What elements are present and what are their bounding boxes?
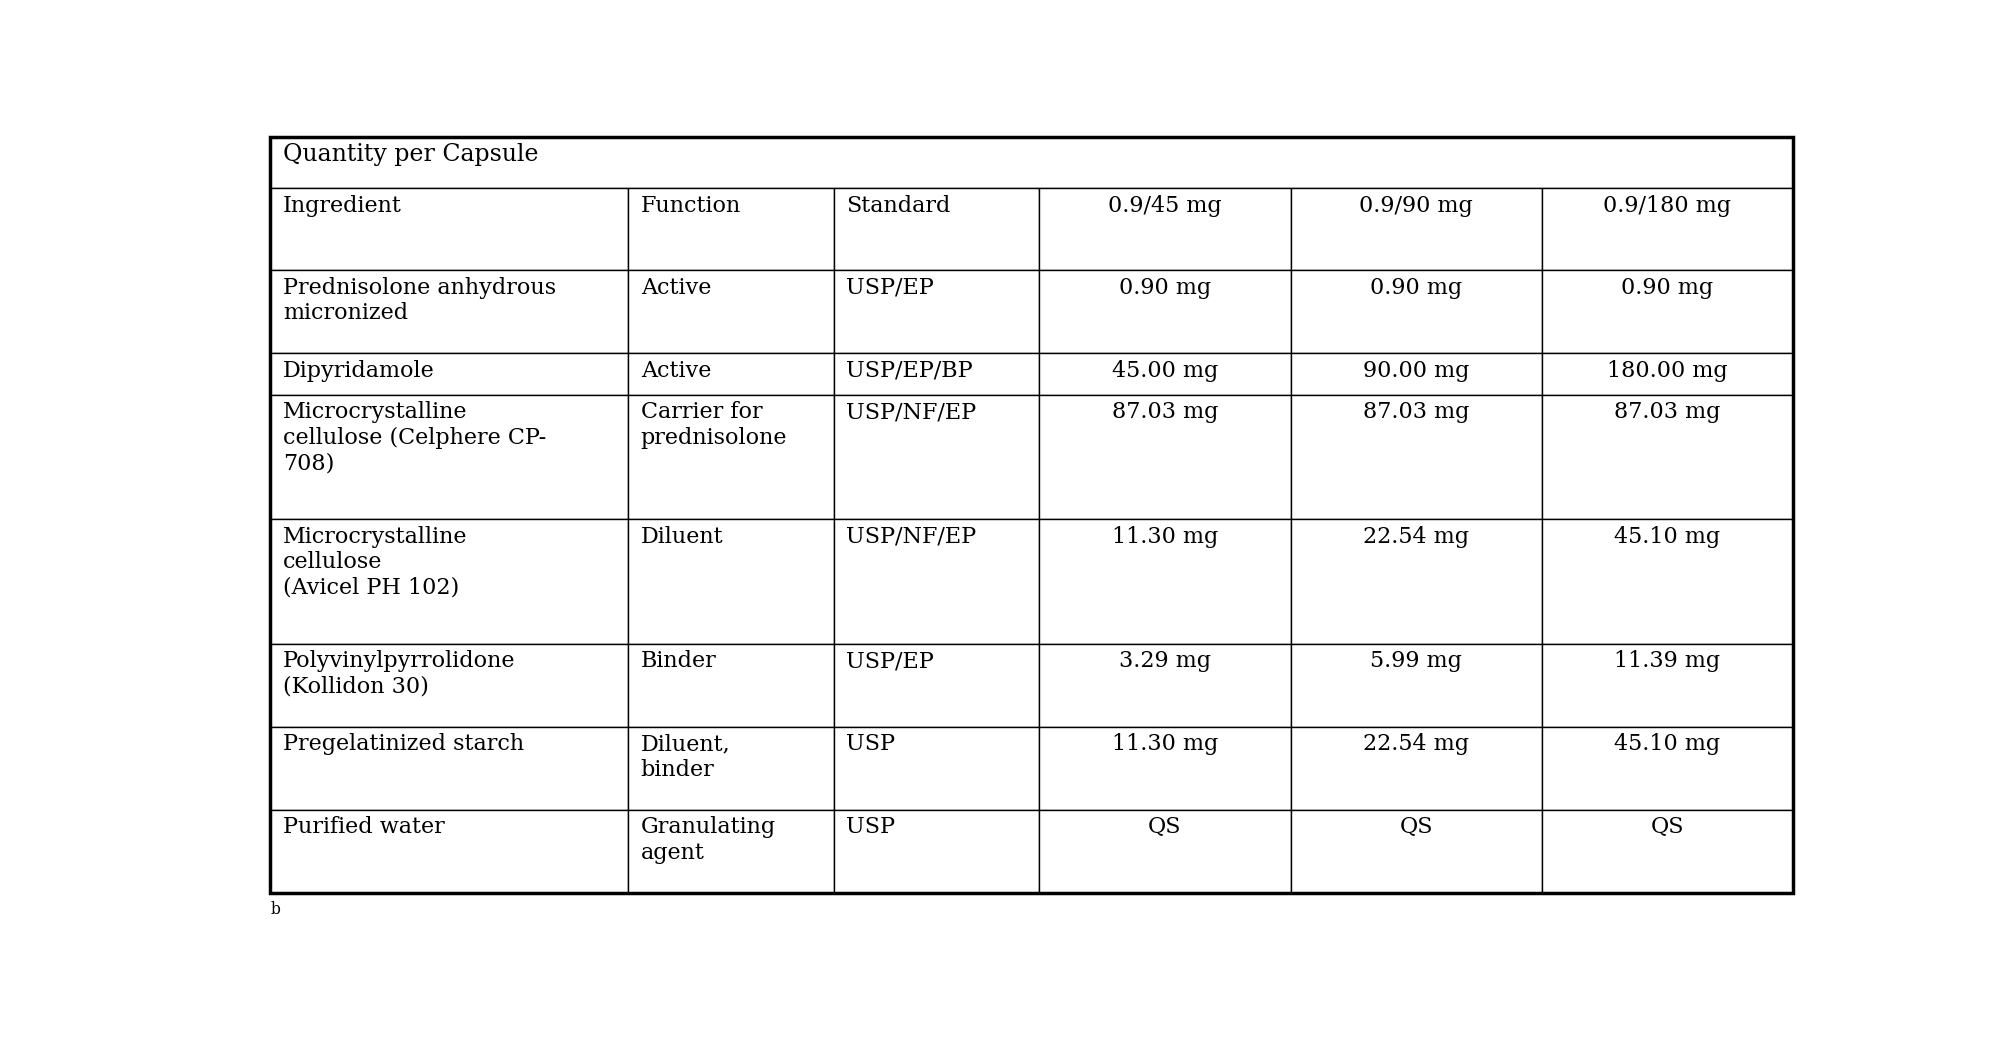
Bar <box>270 726 628 809</box>
Text: Purified water: Purified water <box>282 817 445 838</box>
Text: 45.10 mg: 45.10 mg <box>1614 526 1721 548</box>
Bar <box>1290 809 1542 893</box>
Text: 0.9/90 mg: 0.9/90 mg <box>1359 194 1474 216</box>
Bar <box>833 353 1039 395</box>
Text: 22.54 mg: 22.54 mg <box>1363 734 1469 755</box>
Text: 87.03 mg: 87.03 mg <box>1111 401 1218 423</box>
Text: USP/EP: USP/EP <box>845 276 934 299</box>
Text: 0.9/180 mg: 0.9/180 mg <box>1604 194 1731 216</box>
Bar <box>270 809 628 893</box>
Bar <box>1290 270 1542 353</box>
Bar <box>270 520 628 644</box>
Bar <box>1039 809 1290 893</box>
Bar <box>1039 520 1290 644</box>
Bar <box>1039 726 1290 809</box>
Text: Dipyridamole: Dipyridamole <box>282 359 435 381</box>
Bar <box>1542 353 1794 395</box>
Bar <box>270 644 628 726</box>
Bar <box>628 726 833 809</box>
Text: Prednisolone anhydrous
micronized: Prednisolone anhydrous micronized <box>282 276 556 324</box>
Text: Quantity per Capsule: Quantity per Capsule <box>282 143 537 166</box>
Bar <box>1542 809 1794 893</box>
Text: 0.9/45 mg: 0.9/45 mg <box>1107 194 1222 216</box>
Text: Diluent: Diluent <box>640 526 723 548</box>
Text: 87.03 mg: 87.03 mg <box>1363 401 1469 423</box>
Bar <box>1290 353 1542 395</box>
Bar <box>833 520 1039 644</box>
Bar <box>833 188 1039 270</box>
Bar <box>1290 644 1542 726</box>
Bar <box>270 353 628 395</box>
Text: 0.90 mg: 0.90 mg <box>1371 276 1461 299</box>
Text: Pregelatinized starch: Pregelatinized starch <box>282 734 523 755</box>
Text: Diluent,
binder: Diluent, binder <box>640 734 731 780</box>
Text: Active: Active <box>640 359 711 381</box>
Text: 11.30 mg: 11.30 mg <box>1111 526 1218 548</box>
Text: Function: Function <box>640 194 741 216</box>
Text: 5.99 mg: 5.99 mg <box>1371 650 1461 672</box>
Text: 45.10 mg: 45.10 mg <box>1614 734 1721 755</box>
Text: Ingredient: Ingredient <box>282 194 403 216</box>
Bar <box>1542 644 1794 726</box>
Text: 3.29 mg: 3.29 mg <box>1119 650 1212 672</box>
Text: USP/NF/EP: USP/NF/EP <box>845 401 976 423</box>
Bar <box>1290 188 1542 270</box>
Text: USP/EP: USP/EP <box>845 650 934 672</box>
Text: 90.00 mg: 90.00 mg <box>1363 359 1469 381</box>
Text: QS: QS <box>1651 817 1685 838</box>
Text: 11.30 mg: 11.30 mg <box>1111 734 1218 755</box>
Text: QS: QS <box>1147 817 1182 838</box>
Bar <box>833 270 1039 353</box>
Bar <box>270 137 1794 188</box>
Text: 87.03 mg: 87.03 mg <box>1614 401 1721 423</box>
Text: Microcrystalline
cellulose
(Avicel PH 102): Microcrystalline cellulose (Avicel PH 10… <box>282 526 467 598</box>
Bar <box>1542 726 1794 809</box>
Bar <box>1542 520 1794 644</box>
Text: Polyvinylpyrrolidone
(Kollidon 30): Polyvinylpyrrolidone (Kollidon 30) <box>282 650 515 697</box>
Bar <box>1039 395 1290 520</box>
Bar <box>1542 395 1794 520</box>
Text: 11.39 mg: 11.39 mg <box>1614 650 1721 672</box>
Bar <box>628 395 833 520</box>
Bar <box>628 520 833 644</box>
Bar <box>1039 353 1290 395</box>
Text: 22.54 mg: 22.54 mg <box>1363 526 1469 548</box>
Text: USP/NF/EP: USP/NF/EP <box>845 526 976 548</box>
Text: Active: Active <box>640 276 711 299</box>
Bar <box>1039 644 1290 726</box>
Bar <box>833 644 1039 726</box>
Bar <box>1039 270 1290 353</box>
Bar <box>270 188 628 270</box>
Bar <box>1039 188 1290 270</box>
Text: Microcrystalline
cellulose (Celphere CP-
708): Microcrystalline cellulose (Celphere CP-… <box>282 401 546 474</box>
Text: USP: USP <box>845 734 896 755</box>
Text: 45.00 mg: 45.00 mg <box>1111 359 1218 381</box>
Bar <box>1542 270 1794 353</box>
Bar <box>628 188 833 270</box>
Bar <box>1290 726 1542 809</box>
Bar <box>628 270 833 353</box>
Bar <box>628 809 833 893</box>
Bar <box>1542 188 1794 270</box>
Text: Binder: Binder <box>640 650 717 672</box>
Bar <box>833 809 1039 893</box>
Text: b: b <box>270 901 280 917</box>
Bar <box>833 726 1039 809</box>
Text: Standard: Standard <box>845 194 950 216</box>
Bar <box>1290 395 1542 520</box>
Text: USP/EP/BP: USP/EP/BP <box>845 359 972 381</box>
Bar <box>270 270 628 353</box>
Text: 180.00 mg: 180.00 mg <box>1606 359 1727 381</box>
Text: Granulating
agent: Granulating agent <box>640 817 775 863</box>
Text: USP: USP <box>845 817 896 838</box>
Text: QS: QS <box>1399 817 1433 838</box>
Bar <box>270 395 628 520</box>
Text: Carrier for
prednisolone: Carrier for prednisolone <box>640 401 787 449</box>
Bar <box>628 353 833 395</box>
Bar <box>1290 520 1542 644</box>
Text: 0.90 mg: 0.90 mg <box>1119 276 1212 299</box>
Text: 0.90 mg: 0.90 mg <box>1620 276 1713 299</box>
Bar <box>628 644 833 726</box>
Bar <box>833 395 1039 520</box>
